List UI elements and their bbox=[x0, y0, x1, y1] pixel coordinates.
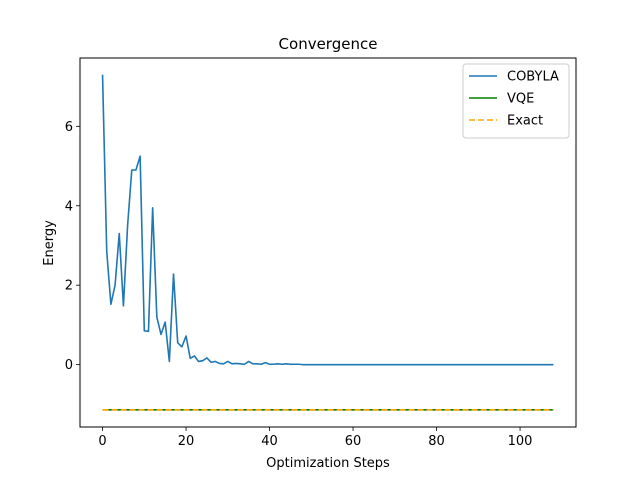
legend: COBYLA VQE Exact bbox=[462, 63, 570, 139]
x-tick-label: 60 bbox=[345, 434, 362, 449]
y-axis: 0 2 4 6 bbox=[65, 120, 80, 373]
legend-label-exact: Exact bbox=[507, 114, 543, 129]
y-tick-label: 0 bbox=[65, 358, 73, 373]
y-tick-label: 4 bbox=[65, 199, 73, 214]
chart-title: Convergence bbox=[279, 35, 378, 53]
x-axis-title: Optimization Steps bbox=[266, 456, 390, 471]
x-tick-label: 80 bbox=[428, 434, 445, 449]
series-line-cobyla bbox=[101, 74, 554, 366]
legend-label-vqe: VQE bbox=[507, 92, 534, 107]
x-tick-label: 40 bbox=[261, 434, 278, 449]
y-axis-title: Energy bbox=[42, 220, 57, 266]
x-tick-label: 20 bbox=[178, 434, 195, 449]
y-tick-label: 2 bbox=[65, 279, 73, 294]
x-axis: 0 20 40 60 80 100 bbox=[98, 427, 532, 449]
plot-frame bbox=[79, 57, 577, 428]
y-tick-label: 6 bbox=[65, 120, 73, 135]
series-layer bbox=[101, 74, 554, 411]
legend-label-cobyla: COBYLA bbox=[507, 70, 559, 85]
x-tick-label: 100 bbox=[508, 434, 533, 449]
x-tick-label: 0 bbox=[98, 434, 106, 449]
